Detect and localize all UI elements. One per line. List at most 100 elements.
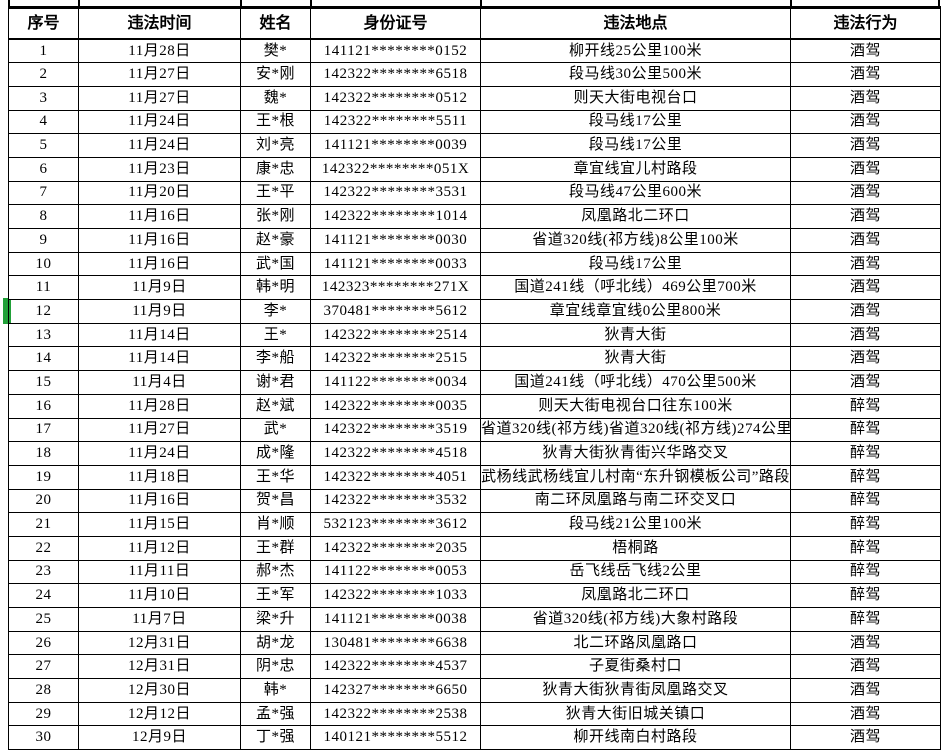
cell-id-number[interactable]: 532123********3612 (310, 512, 481, 537)
cell-serial[interactable]: 25 (8, 607, 79, 632)
cell-location[interactable]: 南二环凤凰路与南二环交叉口 (480, 488, 791, 514)
cell-name[interactable]: 赵*斌 (240, 393, 311, 419)
cell-name[interactable]: 胡*龙 (240, 630, 311, 656)
cell-date[interactable]: 11月24日 (78, 109, 241, 135)
cell-serial[interactable]: 6 (8, 156, 79, 182)
cell-behavior[interactable]: 醉驾 (790, 488, 941, 514)
header-location[interactable]: 违法地点 (480, 6, 791, 40)
cell-name[interactable]: 李*船 (240, 346, 311, 372)
cell-serial[interactable]: 20 (8, 488, 79, 514)
cell-behavior[interactable]: 酒驾 (790, 630, 941, 656)
cell-behavior[interactable]: 醉驾 (790, 417, 941, 443)
cell-behavior[interactable]: 酒驾 (790, 156, 941, 182)
cell-location[interactable]: 省道320线(祁方线)8公里100米 (480, 228, 791, 253)
cell-id-number[interactable]: 141121********0039 (310, 133, 481, 158)
cell-date[interactable]: 11月16日 (78, 488, 241, 514)
cell-serial[interactable]: 26 (8, 630, 79, 656)
cell-serial[interactable]: 29 (8, 701, 79, 727)
cell-id-number[interactable]: 142322********0035 (310, 393, 481, 419)
cell-name[interactable]: 丁*强 (240, 725, 311, 750)
cell-name[interactable]: 刘*亮 (240, 133, 311, 158)
cell-date[interactable]: 11月24日 (78, 441, 241, 466)
cell-date[interactable]: 12月9日 (78, 725, 241, 750)
cell-behavior[interactable]: 醉驾 (790, 512, 941, 537)
cell-date[interactable]: 11月15日 (78, 512, 241, 537)
cell-behavior[interactable]: 酒驾 (790, 204, 941, 229)
cell-id-number[interactable]: 142323********271X (310, 275, 481, 301)
cell-behavior[interactable]: 酒驾 (790, 654, 941, 680)
cell-id-number[interactable]: 141121********0030 (310, 228, 481, 253)
cell-serial[interactable]: 18 (8, 441, 79, 466)
cell-behavior[interactable]: 酒驾 (790, 725, 941, 750)
cell-date[interactable]: 11月4日 (78, 370, 241, 395)
cell-behavior[interactable]: 酒驾 (790, 109, 941, 135)
cell-date[interactable]: 11月27日 (78, 62, 241, 87)
cell-date[interactable]: 11月10日 (78, 583, 241, 608)
cell-location[interactable]: 段马线17公里 (480, 109, 791, 135)
cell-date[interactable]: 12月30日 (78, 678, 241, 703)
cell-name[interactable]: 肖*顺 (240, 512, 311, 537)
cell-location[interactable]: 段马线30公里500米 (480, 62, 791, 87)
cell-name[interactable]: 王*群 (240, 535, 311, 561)
cell-date[interactable]: 11月28日 (78, 38, 241, 64)
cell-id-number[interactable]: 142322********3531 (310, 180, 481, 206)
cell-behavior[interactable]: 酒驾 (790, 346, 941, 372)
cell-behavior[interactable]: 酒驾 (790, 678, 941, 703)
cell-id-number[interactable]: 141121********0038 (310, 607, 481, 632)
cell-behavior[interactable]: 酒驾 (790, 275, 941, 301)
cell-serial[interactable]: 14 (8, 346, 79, 372)
cell-id-number[interactable]: 142322********2538 (310, 701, 481, 727)
cell-name[interactable]: 武*国 (240, 251, 311, 277)
cell-id-number[interactable]: 130481********6638 (310, 630, 481, 656)
cell-behavior[interactable]: 醉驾 (790, 535, 941, 561)
cell-location[interactable]: 段马线17公里 (480, 133, 791, 158)
cell-location[interactable]: 章宜线宜儿村路段 (480, 156, 791, 182)
cell-id-number[interactable]: 142322********4051 (310, 464, 481, 490)
cell-serial[interactable]: 19 (8, 464, 79, 490)
cell-behavior[interactable]: 醉驾 (790, 583, 941, 608)
cell-behavior[interactable]: 酒驾 (790, 133, 941, 158)
cell-date[interactable]: 12月12日 (78, 701, 241, 727)
cell-id-number[interactable]: 141121********0033 (310, 251, 481, 277)
cell-behavior[interactable]: 酒驾 (790, 370, 941, 395)
cell-serial[interactable]: 9 (8, 228, 79, 253)
cell-date[interactable]: 11月14日 (78, 322, 241, 348)
cell-name[interactable]: 成*隆 (240, 441, 311, 466)
cell-location[interactable]: 凤凰路北二环口 (480, 583, 791, 608)
cell-behavior[interactable]: 酒驾 (790, 701, 941, 727)
cell-name[interactable]: 韩*明 (240, 275, 311, 301)
cell-serial[interactable]: 1 (8, 38, 79, 64)
cell-location[interactable]: 岳飞线岳飞线2公里 (480, 559, 791, 585)
cell-name[interactable]: 赵*豪 (240, 228, 311, 253)
cell-name[interactable]: 谢*君 (240, 370, 311, 395)
cell-id-number[interactable]: 142322********2035 (310, 535, 481, 561)
cell-id-number[interactable]: 142322********1033 (310, 583, 481, 608)
cell-name[interactable]: 康*忠 (240, 156, 311, 182)
cell-serial[interactable]: 12 (8, 299, 79, 324)
cell-id-number[interactable]: 141122********0053 (310, 559, 481, 585)
cell-id-number[interactable]: 142322********4518 (310, 441, 481, 466)
cell-name[interactable]: 孟*强 (240, 701, 311, 727)
cell-name[interactable]: 樊* (240, 38, 311, 64)
cell-name[interactable]: 王* (240, 322, 311, 348)
cell-location[interactable]: 国道241线（呼北线）470公里500米 (480, 370, 791, 395)
cell-location[interactable]: 国道241线（呼北线）469公里700米 (480, 275, 791, 301)
cell-id-number[interactable]: 142322********051X (310, 156, 481, 182)
cell-id-number[interactable]: 142322********6518 (310, 62, 481, 87)
header-behavior[interactable]: 违法行为 (790, 6, 941, 40)
cell-date[interactable]: 11月16日 (78, 228, 241, 253)
cell-location[interactable]: 段马线47公里600米 (480, 180, 791, 206)
cell-id-number[interactable]: 142322********0512 (310, 85, 481, 111)
cell-serial[interactable]: 11 (8, 275, 79, 301)
cell-behavior[interactable]: 酒驾 (790, 251, 941, 277)
cell-location[interactable]: 则天大街电视台口往东100米 (480, 393, 791, 419)
cell-serial[interactable]: 24 (8, 583, 79, 608)
cell-date[interactable]: 11月12日 (78, 535, 241, 561)
cell-date[interactable]: 11月20日 (78, 180, 241, 206)
cell-name[interactable]: 贺*昌 (240, 488, 311, 514)
cell-id-number[interactable]: 142322********2515 (310, 346, 481, 372)
cell-date[interactable]: 11月27日 (78, 85, 241, 111)
cell-serial[interactable]: 23 (8, 559, 79, 585)
cell-name[interactable]: 安*刚 (240, 62, 311, 87)
cell-location[interactable]: 狄青大街 (480, 322, 791, 348)
